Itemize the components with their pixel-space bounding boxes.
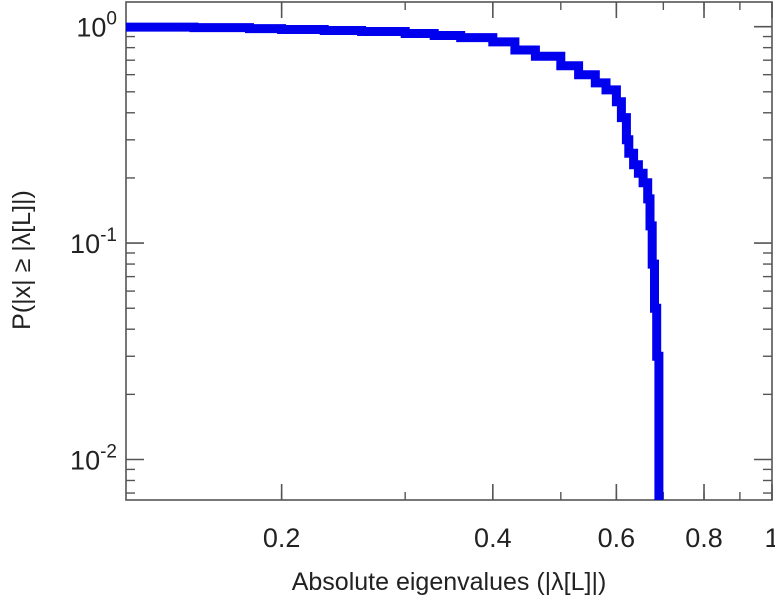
x-axis-label: Absolute eigenvalues (|λ[L]|) — [292, 568, 607, 596]
x-tick-label: 0.2 — [263, 523, 301, 553]
x-tick-label: 0.4 — [474, 523, 512, 553]
y-minor-ticks — [126, 35, 772, 494]
y-tick-exponent: -1 — [100, 225, 117, 246]
x-tick-label: 0.8 — [685, 523, 723, 553]
y-tick-exponent: -2 — [100, 442, 117, 463]
y-tick-exponent: 0 — [106, 9, 117, 30]
x-tick-label: 1 — [764, 523, 775, 553]
y-tick-label: 10-2 — [70, 442, 117, 476]
plot-frame — [125, 1, 773, 501]
x-minor-ticks — [280, 2, 773, 500]
y-tick-base: 10 — [76, 13, 106, 43]
y-tick-label: 10-1 — [70, 225, 117, 259]
y-tick-base: 10 — [70, 446, 100, 476]
series-group — [126, 22, 664, 500]
y-axis-label: P(|x| ≥ |λ[L]|) — [8, 190, 36, 330]
x-tick-label: 0.6 — [598, 523, 636, 553]
series-line — [126, 22, 664, 500]
y-tick-base: 10 — [70, 229, 100, 259]
y-tick-label: 100 — [76, 9, 117, 43]
x-axis-ticks: 0.2 0.4 0.6 0.8 1 — [263, 2, 775, 553]
